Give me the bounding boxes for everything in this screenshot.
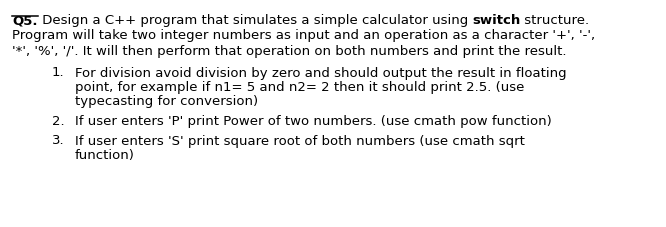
Text: '*', '%', '/'. It will then perform that operation on both numbers and print the: '*', '%', '/'. It will then perform that… <box>12 45 567 58</box>
Text: Q5.: Q5. <box>12 14 37 27</box>
Text: 3.: 3. <box>52 135 65 148</box>
Text: typecasting for conversion): typecasting for conversion) <box>75 96 258 109</box>
Text: For division avoid division by zero and should output the result in floating: For division avoid division by zero and … <box>75 67 567 79</box>
Text: Program will take two integer numbers as input and an operation as a character ': Program will take two integer numbers as… <box>12 30 595 42</box>
Text: function): function) <box>75 149 135 162</box>
Text: switch: switch <box>472 14 520 27</box>
Text: structure.: structure. <box>520 14 589 27</box>
Text: If user enters 'S' print square root of both numbers (use cmath sqrt: If user enters 'S' print square root of … <box>75 135 525 148</box>
Text: If user enters 'P' print Power of two numbers. (use cmath pow function): If user enters 'P' print Power of two nu… <box>75 115 551 128</box>
Text: Design a C++ program that simulates a simple calculator using: Design a C++ program that simulates a si… <box>37 14 472 27</box>
Text: 2.: 2. <box>52 115 65 128</box>
Text: 1.: 1. <box>52 67 65 79</box>
Text: point, for example if n1= 5 and n2= 2 then it should print 2.5. (use: point, for example if n1= 5 and n2= 2 th… <box>75 81 524 94</box>
